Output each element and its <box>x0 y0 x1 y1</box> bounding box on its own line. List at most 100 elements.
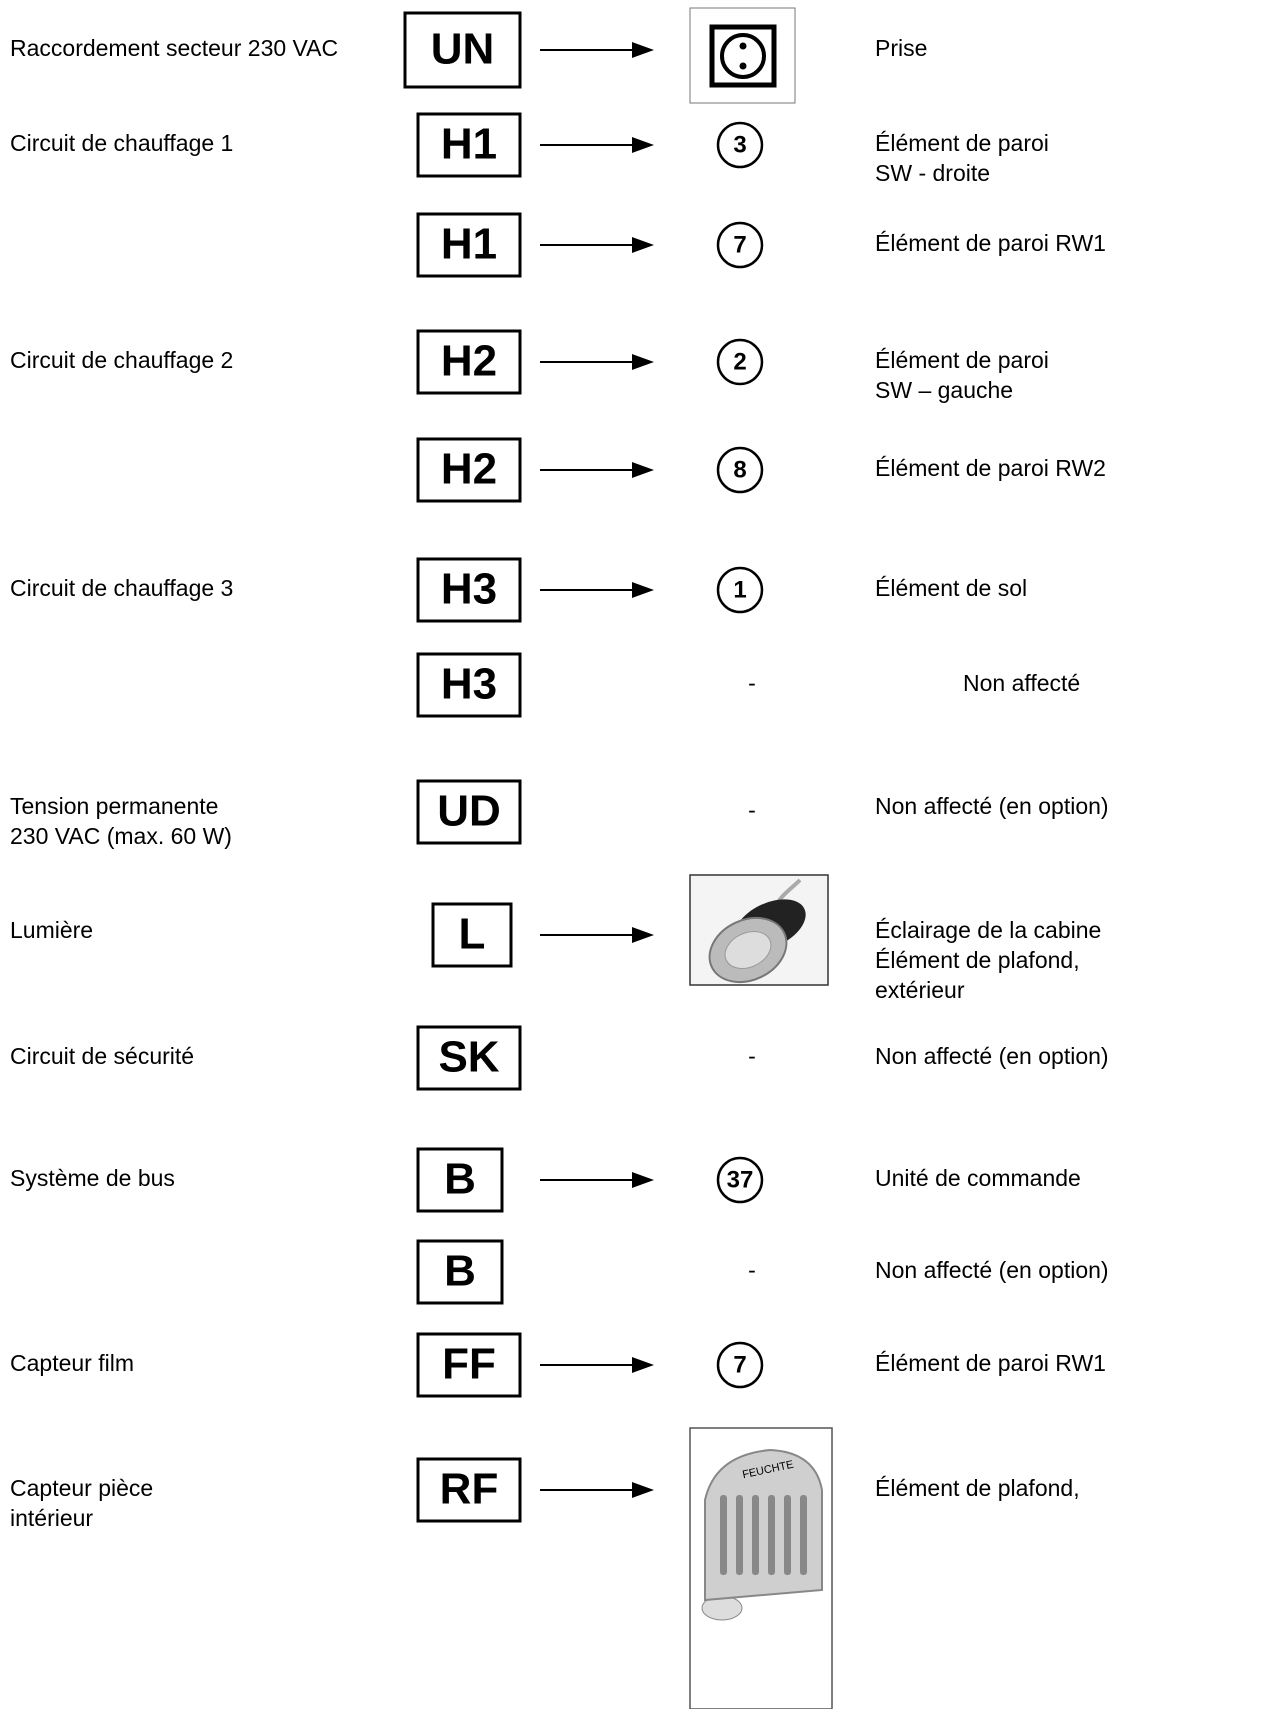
dash: - <box>748 797 756 823</box>
socket-frame <box>689 7 796 104</box>
lamp-lens <box>724 931 772 969</box>
sensor-slot <box>784 1495 791 1575</box>
dash: - <box>748 1257 756 1283</box>
sensor-slot <box>768 1495 775 1575</box>
marker-circle <box>716 121 764 169</box>
description: Élément de paroi <box>875 130 1049 156</box>
sensor-body <box>704 1448 823 1602</box>
row-label: 230 VAC (max. 60 W) <box>10 823 232 849</box>
code: UN <box>431 25 495 74</box>
arrow-head <box>632 582 654 598</box>
row-label: Tension permanente <box>10 793 218 819</box>
marker-circle <box>716 1341 764 1389</box>
marker: 7 <box>733 1351 746 1378</box>
code: H2 <box>441 445 497 494</box>
row-label: Capteur film <box>10 1350 134 1376</box>
sensor-slot <box>736 1495 743 1575</box>
arrow-head <box>632 1357 654 1373</box>
code: H1 <box>441 120 497 169</box>
sensor-slot <box>800 1495 807 1575</box>
description: Non affecté (en option) <box>875 793 1109 819</box>
description: Élément de plafond, <box>875 947 1080 973</box>
arrow-head <box>632 237 654 253</box>
code-box <box>416 1457 522 1523</box>
code-box <box>416 557 522 623</box>
row-label: Circuit de sécurité <box>10 1043 194 1069</box>
code: B <box>444 1247 476 1296</box>
code-box <box>416 652 522 718</box>
row-label: Lumière <box>10 917 93 943</box>
row-label: Capteur pièce <box>10 1475 153 1501</box>
marker-circle <box>716 338 764 386</box>
code-box <box>416 437 522 503</box>
code-box <box>416 1332 522 1398</box>
row-label: Raccordement secteur 230 VAC <box>10 35 338 61</box>
dash: - <box>748 670 756 696</box>
description: Élément de sol <box>875 575 1027 601</box>
code: SK <box>438 1033 499 1082</box>
description: Non affecté (en option) <box>875 1257 1109 1283</box>
arrow-head <box>632 1482 654 1498</box>
marker-circle <box>716 221 764 269</box>
code: H2 <box>441 337 497 386</box>
dash: - <box>748 1043 756 1069</box>
socket-outer <box>709 24 777 88</box>
description: Élément de paroi <box>875 347 1049 373</box>
description: Non affecté (en option) <box>875 1043 1109 1069</box>
arrow-head <box>632 137 654 153</box>
socket-pin <box>739 62 747 70</box>
marker-circle <box>716 566 764 614</box>
marker-circle <box>716 446 764 494</box>
code-box <box>416 112 522 178</box>
code: L <box>459 910 486 959</box>
arrow-head <box>632 927 654 943</box>
code: H3 <box>441 660 497 709</box>
description: Éclairage de la cabine <box>875 917 1101 943</box>
marker: 3 <box>733 131 746 158</box>
arrow-head <box>632 354 654 370</box>
description: Unité de commande <box>875 1165 1081 1191</box>
marker: 8 <box>733 456 746 483</box>
code-box <box>431 902 513 968</box>
code: H1 <box>441 220 497 269</box>
socket-ring <box>720 33 766 79</box>
code-box <box>403 11 522 89</box>
description: SW - droite <box>875 160 990 186</box>
description: Élément de paroi RW2 <box>875 455 1106 481</box>
row-label: intérieur <box>10 1505 93 1531</box>
code: UD <box>437 787 501 836</box>
arrow-head <box>632 462 654 478</box>
socket-pin <box>739 42 747 50</box>
code-box <box>416 1239 504 1305</box>
description: Prise <box>875 35 927 61</box>
marker: 7 <box>733 231 746 258</box>
code-box <box>416 212 522 278</box>
code: B <box>444 1155 476 1204</box>
code: RF <box>440 1465 499 1514</box>
description: Élément de paroi RW1 <box>875 230 1106 256</box>
description: extérieur <box>875 977 965 1003</box>
description: Élément de plafond, <box>875 1475 1080 1501</box>
code-box <box>416 779 522 845</box>
marker: 37 <box>727 1166 754 1193</box>
description: Élément de paroi RW1 <box>875 1350 1106 1376</box>
row-label: Circuit de chauffage 1 <box>10 130 233 156</box>
row-label: Circuit de chauffage 2 <box>10 347 233 373</box>
row-label: Système de bus <box>10 1165 175 1191</box>
description: Non affecté <box>963 670 1080 696</box>
marker-circle <box>716 1156 764 1204</box>
code: H3 <box>441 565 497 614</box>
row-label: Circuit de chauffage 3 <box>10 575 233 601</box>
marker: 1 <box>733 576 746 603</box>
sensor-slot <box>720 1495 727 1575</box>
code: FF <box>442 1340 496 1389</box>
code-box <box>416 329 522 395</box>
code-box <box>416 1147 504 1213</box>
description: SW – gauche <box>875 377 1013 403</box>
arrow-head <box>632 1172 654 1188</box>
sensor-slot <box>752 1495 759 1575</box>
code-box <box>416 1025 522 1091</box>
marker: 2 <box>733 348 746 375</box>
arrow-head <box>632 42 654 58</box>
